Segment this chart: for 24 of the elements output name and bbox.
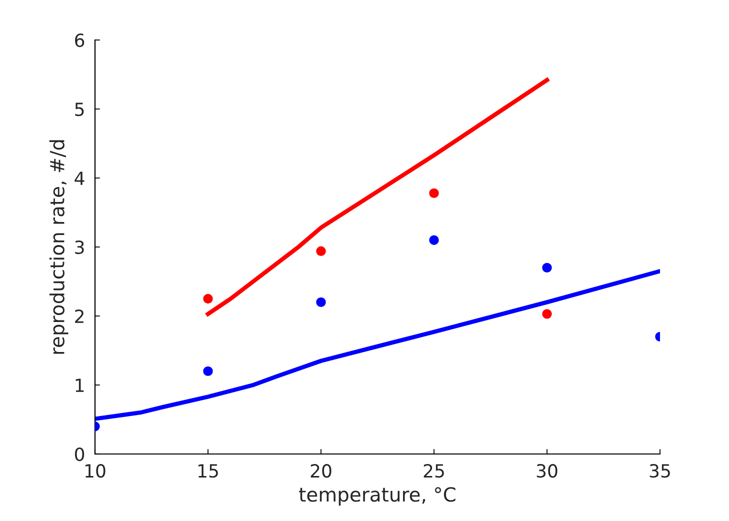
y-tick-label: 3 [75,240,84,254]
point [429,235,439,245]
point [203,294,213,304]
point [542,262,552,273]
y-tick-label: 1 [76,378,84,392]
y-tick-label: 5 [75,102,84,116]
point [316,246,326,256]
x-tick-label: 15 [198,464,218,478]
point [429,188,439,198]
y-tick-label: 0 [74,447,84,462]
y-tick-label: 6 [75,33,84,48]
point [316,297,326,308]
x-axis-title: temperature, °C [299,487,456,506]
y-tick-label: 2 [75,309,84,323]
x-tick-label: 20 [310,464,332,478]
x-tick-label: 35 [650,464,670,478]
line-series [206,78,550,316]
x-tick-label: 30 [536,464,558,478]
y-tick-label: 4 [74,172,84,185]
x-tick-label: 10 [85,464,106,478]
point [203,366,213,376]
point [542,309,552,319]
y-axis-title: reproduction rate, #/d [49,140,68,354]
x-tick-label: 25 [424,464,444,478]
